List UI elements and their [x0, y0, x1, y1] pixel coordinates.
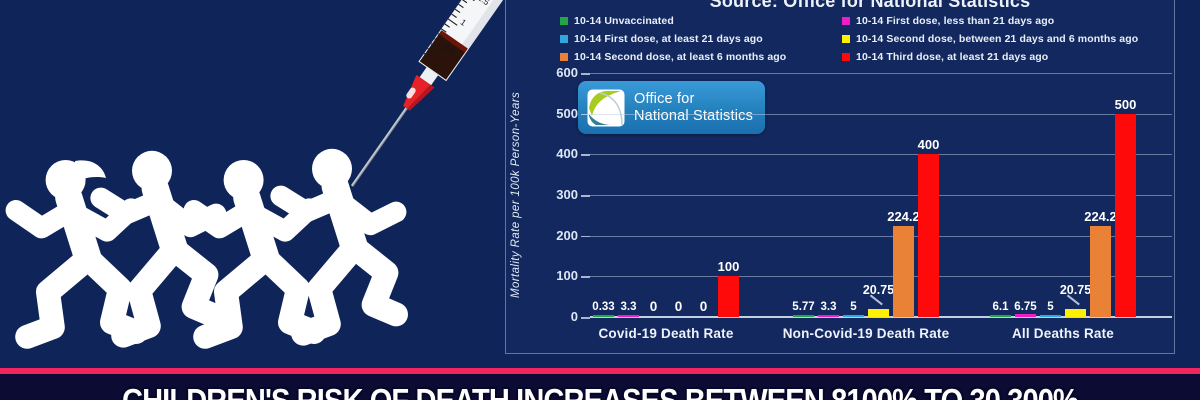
legend-swatch-blue [560, 35, 568, 43]
legend-swatch-red [842, 53, 850, 61]
gridline-0 [590, 316, 1172, 318]
bar-value-label: 500 [1114, 96, 1137, 112]
syringe-scale-mark: 1 [459, 17, 469, 28]
bar-value-label: 0 [674, 299, 683, 314]
ons-logo: Office for National Statistics [578, 81, 765, 134]
chart-panel [505, 0, 1175, 354]
bar-value-label: 0 [699, 299, 708, 314]
legend-label: 10-14 Third dose, at least 21 days ago [856, 51, 1049, 63]
bar-10-14-unvaccinated [990, 314, 1011, 317]
bar-value-label: 3.3 [820, 301, 837, 313]
bar-10-14-first-dose,-less-than-21-days-ago [818, 315, 839, 317]
legend-swatch-green [560, 17, 568, 25]
y-tick-label: 0 [570, 309, 578, 324]
y-tick-label: 100 [556, 268, 578, 284]
bar-value-label: 6.75 [1014, 301, 1037, 313]
bar-10-14-first-dose,-less-than-21-days-ago [618, 315, 639, 317]
bar-10-14-third-dose,-at-least-21-days-ago [1115, 113, 1136, 317]
child-runner-girl [16, 160, 136, 337]
syringe-barrel [418, 0, 559, 82]
headline-text: CHILDREN'S RISK OF DEATH INCREASES BETWE… [72, 383, 1128, 400]
category-label: All Deaths Rate [1011, 326, 1115, 341]
bar-value-label: 5 [850, 301, 857, 313]
y-tick-label: 500 [556, 105, 578, 121]
ons-logo-text: Office for National Statistics [634, 91, 753, 125]
legend-label: 10-14 Second dose, at least 6 months ago [574, 51, 787, 63]
bar-value-label: 100 [717, 259, 740, 275]
gridline-500 [590, 113, 1172, 115]
bar-10-14-third-dose,-at-least-21-days-ago [718, 276, 739, 317]
chart-title: Source: Office for National Statistics [709, 0, 1031, 11]
legend-label: 10-14 Unvaccinated [574, 15, 674, 27]
bar-value-label: 224.2 [1084, 208, 1117, 224]
syringe-scale-mark: 1.5 [476, 0, 492, 7]
legend-item: 10-14 First dose, less than 21 days ago [842, 12, 1138, 30]
bar-10-14-second-dose,-between-21-days-and-6-months-ago [868, 308, 889, 317]
legend-swatch-yellow [842, 35, 850, 43]
legend-swatch-orange [560, 53, 568, 61]
legend-item: 10-14 Second dose, at least 6 months ago [560, 48, 786, 66]
bar-10-14-second-dose,-at-least-6-months-ago [1090, 225, 1111, 317]
gridline-100 [590, 276, 1172, 278]
y-tick-400 [581, 154, 590, 156]
y-tick-500 [581, 113, 590, 116]
bar-value-label: 5.77 [792, 301, 815, 313]
legend-label: 10-14 First dose, less than 21 days ago [856, 15, 1055, 27]
bar-value-label: 3.3 [620, 301, 637, 313]
syringe-icon: 0.511.522.5 [350, 0, 559, 187]
bar-10-14-unvaccinated [793, 314, 814, 317]
y-tick-300 [581, 195, 590, 197]
bar-value-label: 20.75 [862, 282, 895, 297]
y-tick-100 [581, 276, 590, 278]
y-tick-label: 300 [556, 187, 578, 202]
y-axis-title: Mortality Rate per 100k Person-Years [510, 91, 522, 299]
bar-value-label: 0 [649, 299, 658, 314]
gridline-600 [590, 73, 1172, 74]
gridline-400 [590, 154, 1172, 156]
bar-10-14-unvaccinated [593, 315, 614, 317]
legend-item: 10-14 Unvaccinated [560, 12, 786, 30]
bar-value-label: 20.75 [1059, 282, 1092, 297]
y-tick-label: 600 [556, 65, 578, 80]
category-label: Covid-19 Death Rate [598, 326, 734, 341]
syringe-needle [350, 107, 408, 187]
bar-value-label: 224.2 [887, 208, 920, 224]
y-tick-200 [581, 235, 590, 238]
legend-swatch-magenta [842, 17, 850, 25]
legend-item: 10-14 First dose, at least 21 days ago [560, 30, 786, 48]
gridline-300 [590, 195, 1172, 196]
ons-logo-line1: Office for [634, 90, 695, 107]
bar-10-14-first-dose,-less-than-21-days-ago [1015, 314, 1036, 317]
legend-item: 10-14 Third dose, at least 21 days ago [842, 48, 1138, 66]
bar-value-label: 400 [917, 137, 940, 153]
y-tick-600 [581, 73, 590, 75]
ons-logo-line2: National Statistics [634, 107, 754, 124]
gridline-200 [590, 235, 1172, 237]
bar-10-14-third-dose,-at-least-21-days-ago [918, 154, 939, 317]
y-tick-0 [581, 317, 590, 319]
bar-10-14-first-dose,-at-least-21-days-ago [1040, 314, 1061, 317]
legend-label: 10-14 Second dose, between 21 days and 6… [856, 33, 1139, 45]
bar-value-label: 5 [1047, 301, 1054, 313]
running-children-illustration [0, 148, 450, 363]
legend-column-1: 10-14 Unvaccinated 10-14 First dose, at … [560, 12, 786, 66]
legend-label: 10-14 First dose, at least 21 days ago [574, 33, 763, 45]
bar-10-14-second-dose,-between-21-days-and-6-months-ago [1065, 308, 1086, 317]
bar-value-label: 0.33 [592, 301, 615, 313]
headline-band [0, 374, 1200, 400]
accent-stripe [0, 368, 1200, 374]
category-label: Non-Covid-19 Death Rate [782, 326, 950, 341]
legend-item: 10-14 Second dose, between 21 days and 6… [842, 30, 1138, 48]
legend-column-2: 10-14 First dose, less than 21 days ago … [842, 12, 1138, 66]
bar-10-14-first-dose,-at-least-21-days-ago [843, 314, 864, 317]
syringe-hub [403, 74, 435, 111]
y-tick-label: 400 [556, 146, 578, 162]
ons-logo-icon [587, 89, 625, 126]
y-tick-label: 200 [556, 227, 578, 243]
bar-value-label: 6.1 [992, 301, 1009, 313]
bar-10-14-second-dose,-at-least-6-months-ago [893, 225, 914, 317]
